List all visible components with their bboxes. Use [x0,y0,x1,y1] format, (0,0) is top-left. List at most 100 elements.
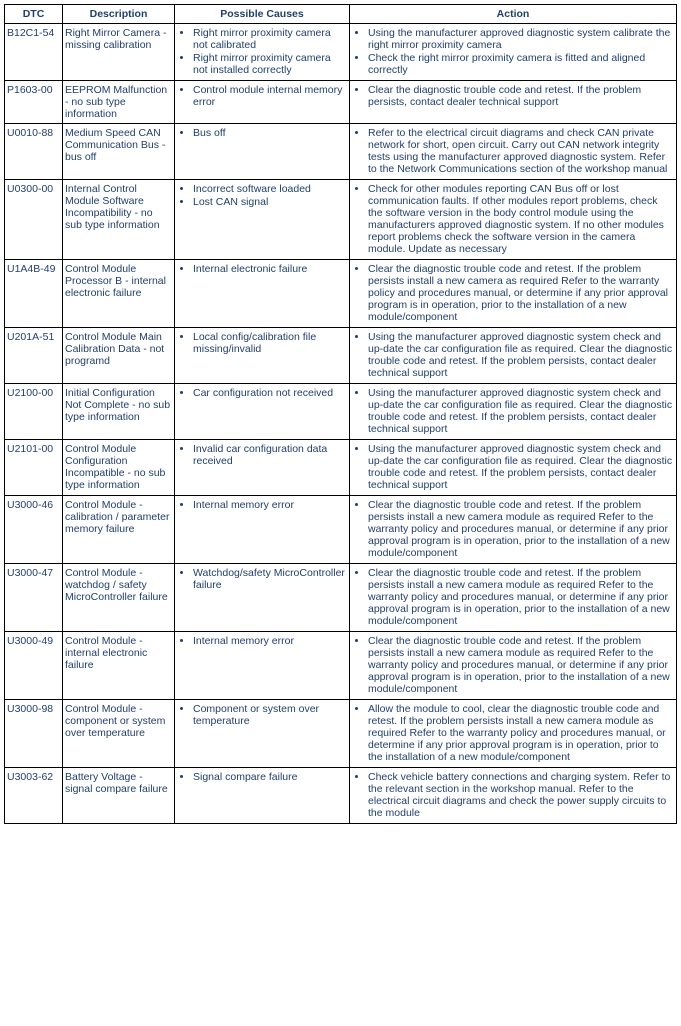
cell-causes: Right mirror proximity camera not calibr… [175,24,350,81]
list-item: Using the manufacturer approved diagnost… [368,27,674,52]
cell-actions: Clear the diagnostic trouble code and re… [350,564,677,632]
actions-list: Clear the diagnostic trouble code and re… [352,567,674,628]
cell-causes: Signal compare failure [175,768,350,824]
actions-list: Allow the module to cool, clear the diag… [352,703,674,764]
table-row: U3000-46Control Module - calibration / p… [5,496,677,564]
actions-list: Using the manufacturer approved diagnost… [352,443,674,492]
cell-description: Control Module - calibration / parameter… [63,496,175,564]
list-item: Using the manufacturer approved diagnost… [368,443,674,492]
cell-dtc: U0300-00 [5,180,63,260]
actions-list: Clear the diagnostic trouble code and re… [352,499,674,560]
list-item: Component or system over temperature [193,703,347,728]
dtc-table: DTC Description Possible Causes Action B… [4,4,677,824]
causes-list: Internal memory error [177,499,347,512]
list-item: Control module internal memory error [193,84,347,109]
header-causes: Possible Causes [175,5,350,24]
cell-dtc: U3000-47 [5,564,63,632]
list-item: Using the manufacturer approved diagnost… [368,387,674,436]
cell-actions: Clear the diagnostic trouble code and re… [350,496,677,564]
cell-actions: Using the manufacturer approved diagnost… [350,440,677,496]
list-item: Clear the diagnostic trouble code and re… [368,635,674,696]
actions-list: Clear the diagnostic trouble code and re… [352,84,674,109]
cell-actions: Using the manufacturer approved diagnost… [350,328,677,384]
cell-description: Control Module - internal electronic fai… [63,632,175,700]
cell-dtc: U1A4B-49 [5,260,63,328]
list-item: Clear the diagnostic trouble code and re… [368,84,674,109]
cell-actions: Clear the diagnostic trouble code and re… [350,260,677,328]
actions-list: Clear the diagnostic trouble code and re… [352,635,674,696]
actions-list: Check vehicle battery connections and ch… [352,771,674,820]
cell-actions: Check vehicle battery connections and ch… [350,768,677,824]
table-row: U3000-49Control Module - internal electr… [5,632,677,700]
list-item: Internal memory error [193,635,347,648]
table-row: U0010-88Medium Speed CAN Communication B… [5,124,677,180]
cell-causes: Component or system over temperature [175,700,350,768]
cell-actions: Allow the module to cool, clear the diag… [350,700,677,768]
table-row: U2100-00Initial Configuration Not Comple… [5,384,677,440]
actions-list: Using the manufacturer approved diagnost… [352,387,674,436]
cell-causes: Watchdog/safety MicroController failure [175,564,350,632]
cell-causes: Incorrect software loadedLost CAN signal [175,180,350,260]
causes-list: Local config/calibration file missing/in… [177,331,347,356]
cell-dtc: U2101-00 [5,440,63,496]
list-item: Invalid car configuration data received [193,443,347,468]
list-item: Local config/calibration file missing/in… [193,331,347,356]
causes-list: Car configuration not received [177,387,347,400]
cell-description: Control Module - watchdog / safety Micro… [63,564,175,632]
actions-list: Using the manufacturer approved diagnost… [352,331,674,380]
cell-causes: Internal memory error [175,632,350,700]
list-item: Watchdog/safety MicroController failure [193,567,347,592]
causes-list: Right mirror proximity camera not calibr… [177,27,347,77]
cell-dtc: U0010-88 [5,124,63,180]
causes-list: Signal compare failure [177,771,347,784]
cell-description: EEPROM Malfunction - no sub type informa… [63,81,175,124]
cell-description: Control Module Processor B - internal el… [63,260,175,328]
table-row: U201A-51Control Module Main Calibration … [5,328,677,384]
cell-actions: Clear the diagnostic trouble code and re… [350,81,677,124]
cell-description: Initial Configuration Not Complete - no … [63,384,175,440]
list-item: Check vehicle battery connections and ch… [368,771,674,820]
causes-list: Control module internal memory error [177,84,347,109]
list-item: Lost CAN signal [193,196,347,209]
cell-actions: Using the manufacturer approved diagnost… [350,384,677,440]
list-item: Signal compare failure [193,771,347,784]
causes-list: Invalid car configuration data received [177,443,347,468]
list-item: Right mirror proximity camera not instal… [193,52,347,77]
table-row: U3000-47Control Module - watchdog / safe… [5,564,677,632]
table-row: U2101-00Control Module Configuration Inc… [5,440,677,496]
list-item: Allow the module to cool, clear the diag… [368,703,674,764]
list-item: Check the right mirror proximity camera … [368,52,674,77]
list-item: Refer to the electrical circuit diagrams… [368,127,674,176]
header-dtc: DTC [5,5,63,24]
list-item: Right mirror proximity camera not calibr… [193,27,347,52]
cell-causes: Control module internal memory error [175,81,350,124]
cell-dtc: U3003-62 [5,768,63,824]
cell-dtc: B12C1-54 [5,24,63,81]
list-item: Internal memory error [193,499,347,512]
cell-description: Battery Voltage - signal compare failure [63,768,175,824]
causes-list: Internal electronic failure [177,263,347,276]
cell-causes: Internal electronic failure [175,260,350,328]
cell-description: Control Module Main Calibration Data - n… [63,328,175,384]
list-item: Bus off [193,127,347,140]
actions-list: Check for other modules reporting CAN Bu… [352,183,674,256]
cell-dtc: U3000-98 [5,700,63,768]
list-item: Clear the diagnostic trouble code and re… [368,499,674,560]
cell-description: Medium Speed CAN Communication Bus - bus… [63,124,175,180]
causes-list: Internal memory error [177,635,347,648]
causes-list: Incorrect software loadedLost CAN signal [177,183,347,209]
cell-dtc: U201A-51 [5,328,63,384]
cell-description: Control Module - component or system ove… [63,700,175,768]
cell-causes: Invalid car configuration data received [175,440,350,496]
cell-dtc: U3000-46 [5,496,63,564]
cell-causes: Local config/calibration file missing/in… [175,328,350,384]
table-row: P1603-00EEPROM Malfunction - no sub type… [5,81,677,124]
table-row: U0300-00Internal Control Module Software… [5,180,677,260]
actions-list: Refer to the electrical circuit diagrams… [352,127,674,176]
table-header-row: DTC Description Possible Causes Action [5,5,677,24]
cell-actions: Clear the diagnostic trouble code and re… [350,632,677,700]
cell-description: Internal Control Module Software Incompa… [63,180,175,260]
table-row: U3000-98Control Module - component or sy… [5,700,677,768]
causes-list: Component or system over temperature [177,703,347,728]
cell-dtc: U3000-49 [5,632,63,700]
